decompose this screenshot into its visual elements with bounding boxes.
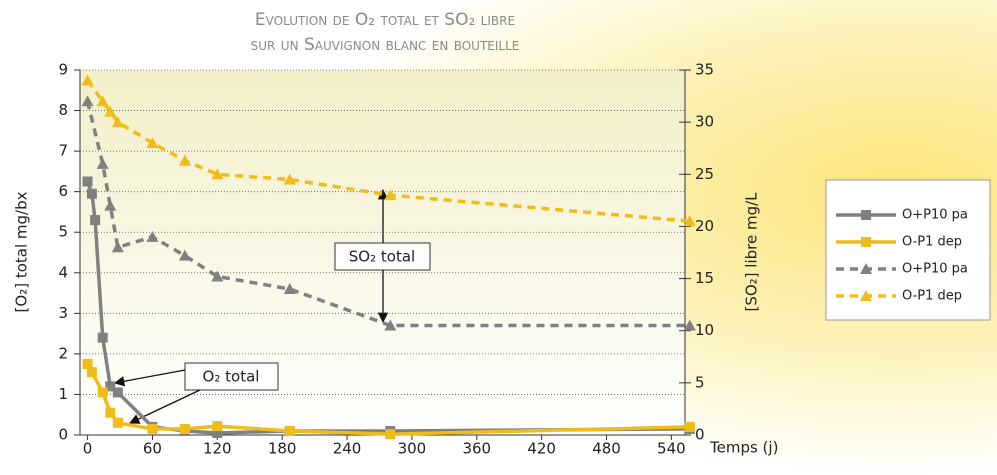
marker [385, 429, 395, 439]
marker [98, 333, 108, 343]
x-tick-label: 420 [527, 440, 556, 458]
marker [87, 189, 97, 199]
chart: Evolution de O₂ total et SO₂ libre sur u… [0, 0, 997, 475]
x-tick-label: 480 [592, 440, 621, 458]
x-tick-label: 240 [333, 440, 362, 458]
marker [87, 367, 97, 377]
y2-tick-label: 35 [695, 61, 714, 79]
legend-marker [861, 210, 871, 220]
legend-label: O-P1 dep [902, 289, 962, 304]
y-tick-label: 2 [58, 344, 68, 362]
marker [90, 215, 100, 225]
y2-axis-label: [SO₂] libre mg/L [743, 192, 761, 312]
x-axis-label: Temps (j) [709, 439, 778, 457]
y2-tick-label: 20 [695, 217, 714, 235]
legend-label: O-P1 dep [902, 235, 962, 250]
marker [113, 418, 123, 428]
y-tick-label: 6 [58, 182, 68, 200]
y2-tick-label: 0 [695, 426, 705, 444]
y-tick-label: 9 [58, 61, 68, 79]
y-tick-label: 3 [58, 304, 68, 322]
y-tick-label: 7 [58, 142, 68, 160]
x-tick-label: 540 [657, 440, 686, 458]
chart-subtitle: sur un Sauvignon blanc en bouteille [251, 35, 520, 55]
y-axis-label: [O₂] total mg/bx [13, 191, 31, 312]
y-tick-label: 0 [58, 426, 68, 444]
marker [147, 424, 157, 434]
y2-tick-label: 30 [695, 113, 714, 131]
marker [113, 387, 123, 397]
y-tick-label: 4 [58, 263, 68, 281]
y-tick-label: 1 [58, 385, 68, 403]
marker [105, 408, 115, 418]
x-tick-label: 360 [462, 440, 491, 458]
y2-tick-label: 25 [695, 165, 714, 183]
y-tick-label: 5 [58, 223, 68, 241]
x-tick-label: 0 [83, 440, 93, 458]
y-tick-label: 8 [58, 101, 68, 119]
y2-tick-label: 10 [695, 321, 714, 339]
y2-tick-label: 5 [695, 373, 705, 391]
legend-label: O+P10 pa [902, 262, 968, 277]
marker [685, 422, 695, 432]
x-tick-label: 120 [203, 440, 232, 458]
annotation: SO₂ total [349, 248, 415, 266]
marker [212, 421, 222, 431]
legend-marker [861, 237, 871, 247]
y2-tick-label: 15 [695, 269, 714, 287]
chart-title: Evolution de O₂ total et SO₂ libre [255, 10, 515, 30]
marker [180, 424, 190, 434]
x-tick-label: 300 [398, 440, 427, 458]
marker [285, 426, 295, 436]
marker [98, 387, 108, 397]
marker [83, 177, 93, 187]
annotation: O₂ total [203, 368, 260, 386]
legend-label: O+P10 pa [902, 208, 968, 223]
x-tick-label: 180 [268, 440, 297, 458]
x-tick-label: 60 [143, 440, 162, 458]
